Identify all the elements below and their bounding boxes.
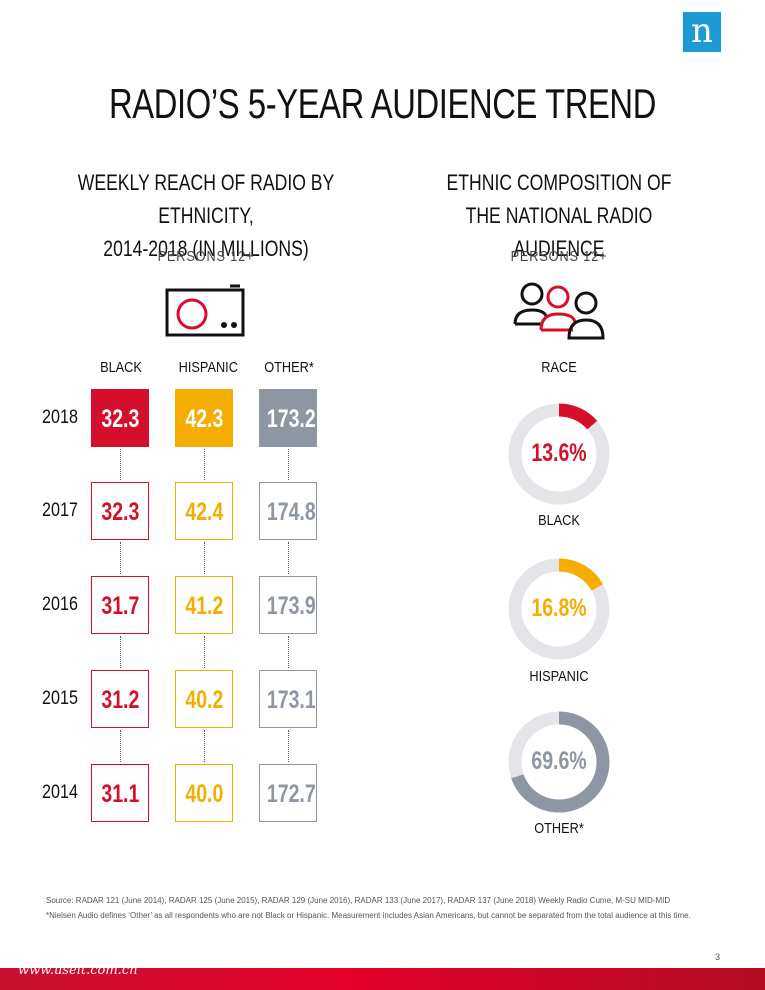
donut-value-black: 13.6% [531, 439, 587, 467]
cell-hispanic-2014: 40.0 [175, 764, 233, 822]
right-subtitle: ETHNIC COMPOSITION OF THE NATIONAL RADIO… [425, 166, 692, 265]
cell-hispanic-2017: 42.4 [175, 482, 233, 540]
page-title: RADIO’S 5-YEAR AUDIENCE TREND [109, 80, 656, 127]
donut-arc-black [508, 403, 610, 505]
right-persons-label: PERSONS 12+ [510, 248, 608, 265]
donut-label-black: BLACK [538, 512, 580, 529]
cell-black-2016: 31.7 [91, 576, 149, 634]
connector-hispanic [204, 449, 205, 480]
cell-black-2014: 31.1 [91, 764, 149, 822]
cell-other-2018: 173.2 [259, 389, 317, 447]
nielsen-logo: n [683, 12, 721, 52]
col-head-other: OTHER* [264, 359, 314, 376]
donut-arc-other [508, 711, 610, 813]
year-label: 2016 [42, 594, 78, 615]
cell-hispanic-2016: 41.2 [175, 576, 233, 634]
connector-other [288, 449, 289, 480]
connector-hispanic [204, 636, 205, 668]
connector-black [120, 636, 121, 668]
donut-label-hispanic: HISPANIC [529, 668, 589, 685]
connector-black [120, 449, 121, 480]
donut-value-other: 69.6% [531, 747, 587, 775]
donut-label-other: OTHER* [534, 820, 584, 837]
left-subtitle: WEEKLY REACH OF RADIO BY ETHNICITY, 2014… [41, 166, 371, 265]
year-label: 2015 [42, 688, 78, 709]
footer-bar [0, 968, 765, 990]
people-group-icon [513, 282, 605, 340]
connector-hispanic [204, 730, 205, 762]
year-label: 2014 [42, 782, 78, 803]
left-persons-label: PERSONS 12+ [157, 248, 255, 265]
cell-black-2015: 31.2 [91, 670, 149, 728]
watermark: www.useit.com.cn [18, 963, 138, 978]
cell-black-2018: 32.3 [91, 389, 149, 447]
connector-hispanic [204, 542, 205, 574]
col-head-black: BLACK [100, 359, 142, 376]
year-label: 2017 [42, 500, 78, 521]
connector-other [288, 542, 289, 574]
cell-black-2017: 32.3 [91, 482, 149, 540]
right-subtitle-line1: ETHNIC COMPOSITION OF [446, 170, 672, 195]
cell-hispanic-2015: 40.2 [175, 670, 233, 728]
left-subtitle-line1: WEEKLY REACH OF RADIO BY ETHNICITY, [77, 170, 335, 228]
connector-black [120, 730, 121, 762]
donut-other [508, 711, 610, 813]
left-subtitle-line2: 2014-2018 (IN MILLIONS) [103, 236, 309, 261]
radio-icon [165, 284, 245, 337]
donut-hispanic [508, 558, 610, 660]
year-label: 2018 [42, 407, 78, 428]
connector-other [288, 730, 289, 762]
race-label: RACE [541, 359, 577, 376]
col-head-hispanic: HISPANIC [178, 359, 238, 376]
donut-arc-hispanic [508, 558, 610, 660]
source-note: Source: RADAR 121 (June 2014), RADAR 125… [46, 896, 671, 905]
page-number: 3 [714, 952, 720, 962]
connector-other [288, 636, 289, 668]
donut-black [508, 403, 610, 505]
donut-value-hispanic: 16.8% [531, 594, 587, 622]
right-subtitle-line2: THE NATIONAL RADIO AUDIENCE [465, 203, 653, 261]
definition-note: *Nielsen Audio defines ‘Other’ as all re… [46, 911, 691, 920]
cell-hispanic-2018: 42.3 [175, 389, 233, 447]
cell-other-2015: 173.1 [259, 670, 317, 728]
cell-other-2014: 172.7 [259, 764, 317, 822]
cell-other-2017: 174.8 [259, 482, 317, 540]
connector-black [120, 542, 121, 574]
cell-other-2016: 173.9 [259, 576, 317, 634]
